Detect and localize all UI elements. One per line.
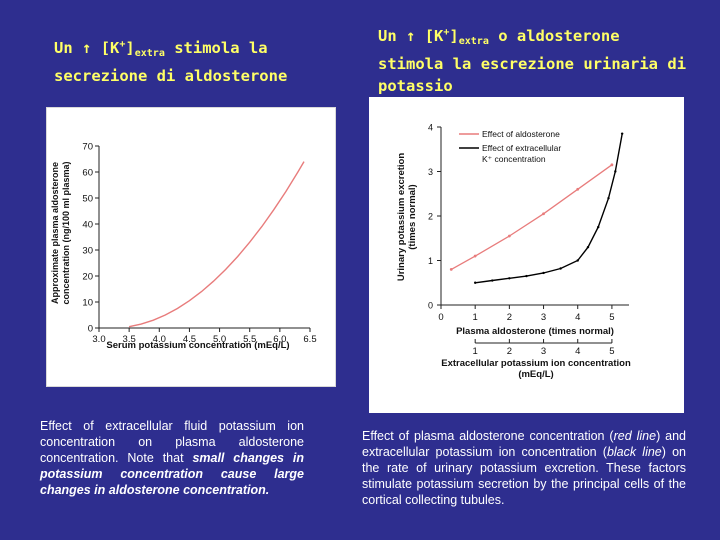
x-tick-label: 5.5 (243, 334, 256, 345)
left-caption-emphasis: small changes in potassium concentration… (40, 451, 304, 497)
x-tick-label: 5 (609, 312, 614, 323)
right-chart-panel: 0 1 2 3 4 0 1 2 3 4 5 1 2 3 4 5 Urinary potassium exc… (369, 97, 684, 413)
right-caption: Effect of plasma aldosterone concentrati… (362, 429, 687, 507)
black-line-ref: black line (606, 445, 662, 459)
y-tick-label: 0 (428, 301, 433, 311)
y-tick-label: 1 (428, 256, 433, 266)
x-tick-label: 3.5 (123, 334, 136, 345)
potassium-line (475, 133, 623, 284)
right-title-word: aldosterone (516, 27, 620, 45)
x-tick-label: 5.0 (213, 334, 226, 345)
potassium-point (620, 132, 624, 135)
y-tick-label: 3 (428, 167, 433, 177)
right-title: Un ↑ [K+]extra o aldosterone stimola la … (378, 22, 687, 97)
aldosterone-point (542, 212, 545, 216)
up-arrow-icon: ↑ (82, 39, 92, 57)
left-title-word: Un (54, 39, 73, 57)
x-tick-label: 1 (473, 346, 478, 357)
potassium-point (576, 259, 579, 262)
left-caption-text: Effect of extracellular fluid potassium … (40, 419, 304, 465)
left-title-line2: secrezione di aldosterone (54, 67, 288, 85)
x-tick-label: 3 (541, 346, 546, 357)
x-tick-label: 6.0 (273, 334, 286, 345)
right-title-line3: potassio (378, 77, 453, 95)
aldosterone-point (576, 187, 580, 191)
x-tick-label: 0 (438, 312, 443, 323)
x-tick-label: 4.0 (153, 334, 166, 345)
legend-red-label: Effect of aldosterone (482, 129, 560, 139)
y-tick-label: 20 (82, 272, 93, 283)
x-axis-label-bottom: Extracellular potassium ion concentratio… (441, 358, 631, 380)
y-tick-label: 40 (82, 220, 93, 231)
potassium-symbol: [K+]extra (424, 27, 489, 47)
potassium-point (559, 267, 562, 270)
y-tick-label: 2 (428, 212, 433, 222)
left-chart-panel: 0 10 20 30 40 50 60 70 3.0 3.5 4.0 4.5 5.0 5.5 6.0 6.5… (46, 107, 336, 387)
potassium-point (525, 274, 528, 278)
left-title-word: stimola (174, 39, 240, 57)
x-tick-label: 2 (507, 346, 512, 357)
red-line-ref: red line (613, 429, 657, 443)
right-title-line1: Un ↑ [K+]extra o aldosterone (378, 22, 660, 53)
x-tick-label: 3 (541, 312, 546, 323)
x-tick-label: 3.0 (92, 334, 105, 345)
potassium-point (597, 225, 600, 229)
x-tick-label: 1 (473, 312, 478, 323)
right-title-word: Un (378, 27, 397, 45)
y-tick-label: 30 (82, 246, 93, 257)
x-tick-label: 2 (507, 312, 512, 323)
potassium-point (491, 279, 494, 282)
x-axis-label-top: Plasma aldosterone (times normal) (456, 326, 614, 337)
potassium-point (473, 281, 477, 284)
potassium-point (614, 170, 617, 173)
left-caption: Effect of extracellular fluid potassium … (40, 418, 304, 498)
aldosterone-curve (128, 161, 305, 328)
left-title-line1: Un ↑ [K+]extra stimola la (54, 34, 294, 65)
right-title-line2: stimola la escrezione urinaria di (378, 55, 687, 73)
left-title-word: la (248, 39, 268, 57)
chart-legend: Effect of aldosterone Effect of extracel… (459, 129, 561, 164)
x-tick-label: 6.5 (303, 334, 316, 345)
y-axis-label: Approximate plasma aldosteroneconcentrat… (50, 161, 71, 304)
x-axis-label: Serum potassium concentration (mEq/L) (106, 340, 289, 351)
y-tick-label: 50 (82, 194, 93, 205)
aldosterone-point (507, 234, 511, 238)
y-tick-label: 70 (82, 142, 93, 153)
y-tick-label: 0 (88, 324, 93, 335)
aldosterone-point (449, 268, 453, 271)
x-tick-label: 4.5 (183, 334, 196, 345)
potassium-excretion-chart: 0 1 2 3 4 0 1 2 3 4 5 1 2 3 4 5 Urinary potassium exc… (396, 123, 631, 381)
aldosterone-point (473, 254, 477, 258)
y-tick-label: 60 (82, 168, 93, 179)
x-tick-label: 4 (575, 312, 580, 323)
legend-black-label: Effect of extracellular K⁺ concentration (482, 143, 561, 164)
aldosterone-chart: 0 10 20 30 40 50 60 70 3.0 3.5 4.0 4.5 5.0 5.5 6.0 6.5… (50, 142, 317, 352)
potassium-point (607, 197, 610, 200)
y-axis-label: Urinary potassium excretion(times normal… (396, 153, 418, 281)
potassium-symbol: [K+]extra (100, 39, 165, 59)
left-title: Un ↑ [K+]extra stimola la secrezione di … (54, 34, 294, 87)
x-tick-label: 5 (609, 346, 614, 357)
up-arrow-icon: ↑ (406, 27, 416, 45)
aldosterone-line (450, 164, 613, 270)
potassium-point (586, 245, 590, 249)
potassium-point (542, 271, 545, 275)
y-tick-label: 10 (82, 298, 93, 309)
aldosterone-point (610, 163, 614, 167)
potassium-point (508, 277, 511, 280)
x-tick-label: 4 (575, 346, 580, 357)
right-title-word: o (498, 27, 508, 45)
y-tick-label: 4 (428, 123, 433, 133)
